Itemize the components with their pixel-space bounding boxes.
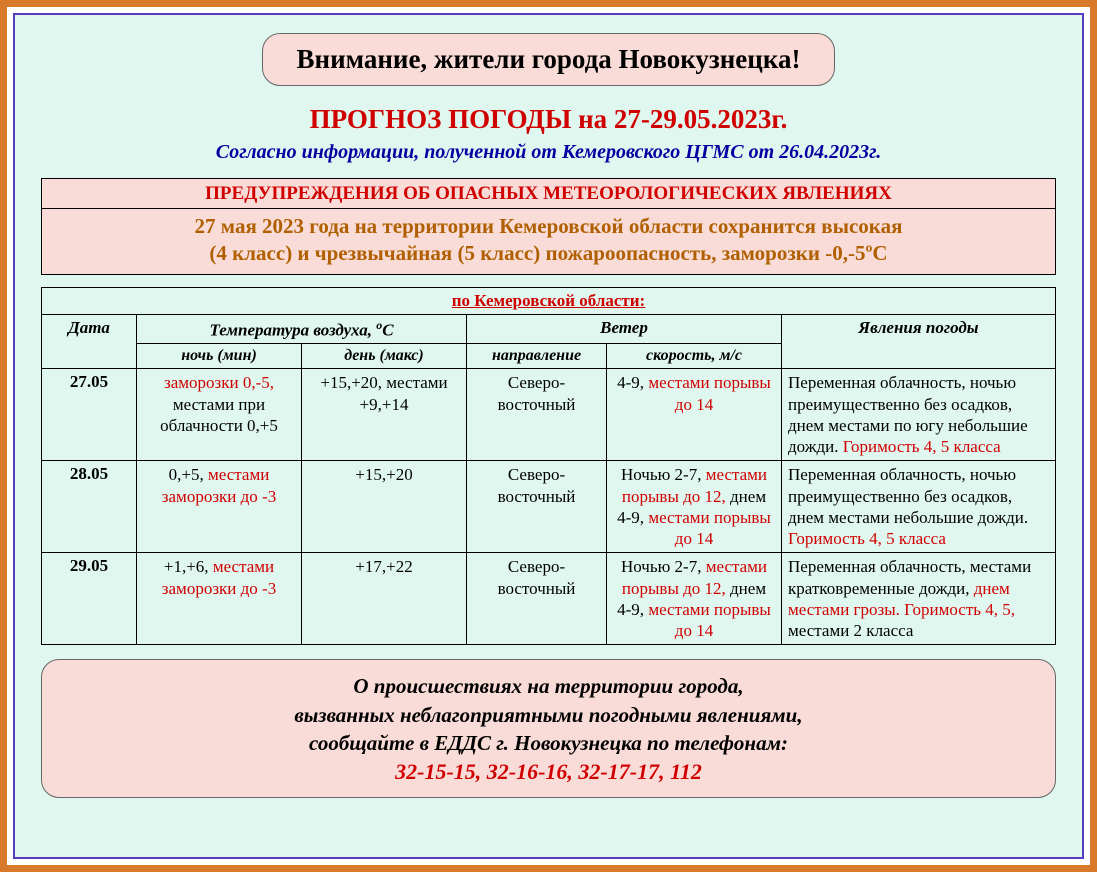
col-temp-group: Температура воздуха, оС [137,314,467,344]
warning-line-1: 27 мая 2023 года на территории Кемеровск… [195,214,903,238]
forecast-table: по Кемеровской области: Дата Температура… [41,287,1056,646]
wind-speed-cell: Ночью 2-7, местами порывы до 12, днем 4-… [607,461,782,553]
table-header-row-1: Дата Температура воздуха, оС Ветер Явлен… [42,314,1056,344]
source-line: Согласно информации, полученной от Кемер… [216,141,882,164]
forecast-rows: 27.05заморозки 0,-5, местами при облачно… [42,369,1056,645]
inner-panel: Внимание, жители города Новокузнецка! ПР… [13,13,1084,859]
phenomena-cell: Переменная облачность, местами кратковре… [782,553,1056,645]
footer-line-2: вызванных неблагоприятными погодными явл… [62,701,1035,729]
warning-body: 27 мая 2023 года на территории Кемеровск… [42,209,1055,274]
temp-unit-rest: С [382,320,393,339]
footer-box: О происшествиях на территории города, вы… [41,659,1056,798]
table-row: 29.05+1,+6, местами заморозки до -3+17,+… [42,553,1056,645]
wind-speed-cell: Ночью 2-7, местами порывы до 12, днем 4-… [607,553,782,645]
temp-group-label: Температура воздуха, [209,320,376,339]
table-row: 27.05заморозки 0,-5, местами при облачно… [42,369,1056,461]
table-region-row: по Кемеровской области: [42,287,1056,314]
footer-line-1: О происшествиях на территории города, [62,672,1035,700]
col-wind-group: Ветер [467,314,782,344]
phenomena-cell: Переменная облачность, ночью преимуществ… [782,461,1056,553]
date-cell: 27.05 [42,369,137,461]
col-phenomena: Явления погоды [782,314,1056,369]
col-date: Дата [42,314,137,369]
footer-line-3: сообщайте в ЕДДС г. Новокузнецка по теле… [62,729,1035,757]
col-wind-dir: направление [467,344,607,369]
warning-header: ПРЕДУПРЕЖДЕНИЯ ОБ ОПАСНЫХ МЕТЕОРОЛОГИЧЕС… [42,179,1055,209]
date-cell: 28.05 [42,461,137,553]
outer-frame: Внимание, жители города Новокузнецка! ПР… [0,0,1097,872]
col-wind-speed: скорость, м/с [607,344,782,369]
wind-dir-cell: Северо-восточный [467,369,607,461]
night-temp-cell: +1,+6, местами заморозки до -3 [137,553,302,645]
phenomena-cell: Переменная облачность, ночью преимуществ… [782,369,1056,461]
col-temp-night: ночь (мин) [137,344,302,369]
day-temp-cell: +15,+20, местами +9,+14 [302,369,467,461]
footer-phones: 32-15-15, 32-16-16, 32-17-17, 112 [62,759,1035,785]
region-header: по Кемеровской области: [42,287,1056,314]
wind-dir-cell: Северо-восточный [467,461,607,553]
night-temp-cell: 0,+5, местами заморозки до -3 [137,461,302,553]
warning-box: ПРЕДУПРЕЖДЕНИЯ ОБ ОПАСНЫХ МЕТЕОРОЛОГИЧЕС… [41,178,1056,275]
date-cell: 29.05 [42,553,137,645]
day-temp-cell: +17,+22 [302,553,467,645]
col-temp-day: день (макс) [302,344,467,369]
warning-line-2: (4 класс) и чрезвычайная (5 класс) пожар… [209,241,887,265]
day-temp-cell: +15,+20 [302,461,467,553]
attention-text: Внимание, жители города Новокузнецка! [297,44,801,75]
table-row: 28.050,+5, местами заморозки до -3+15,+2… [42,461,1056,553]
attention-box: Внимание, жители города Новокузнецка! [262,33,836,86]
forecast-title: ПРОГНОЗ ПОГОДЫ на 27-29.05.2023г. [310,104,788,135]
wind-dir-cell: Северо-восточный [467,553,607,645]
night-temp-cell: заморозки 0,-5, местами при облачности 0… [137,369,302,461]
wind-speed-cell: 4-9, местами порывы до 14 [607,369,782,461]
